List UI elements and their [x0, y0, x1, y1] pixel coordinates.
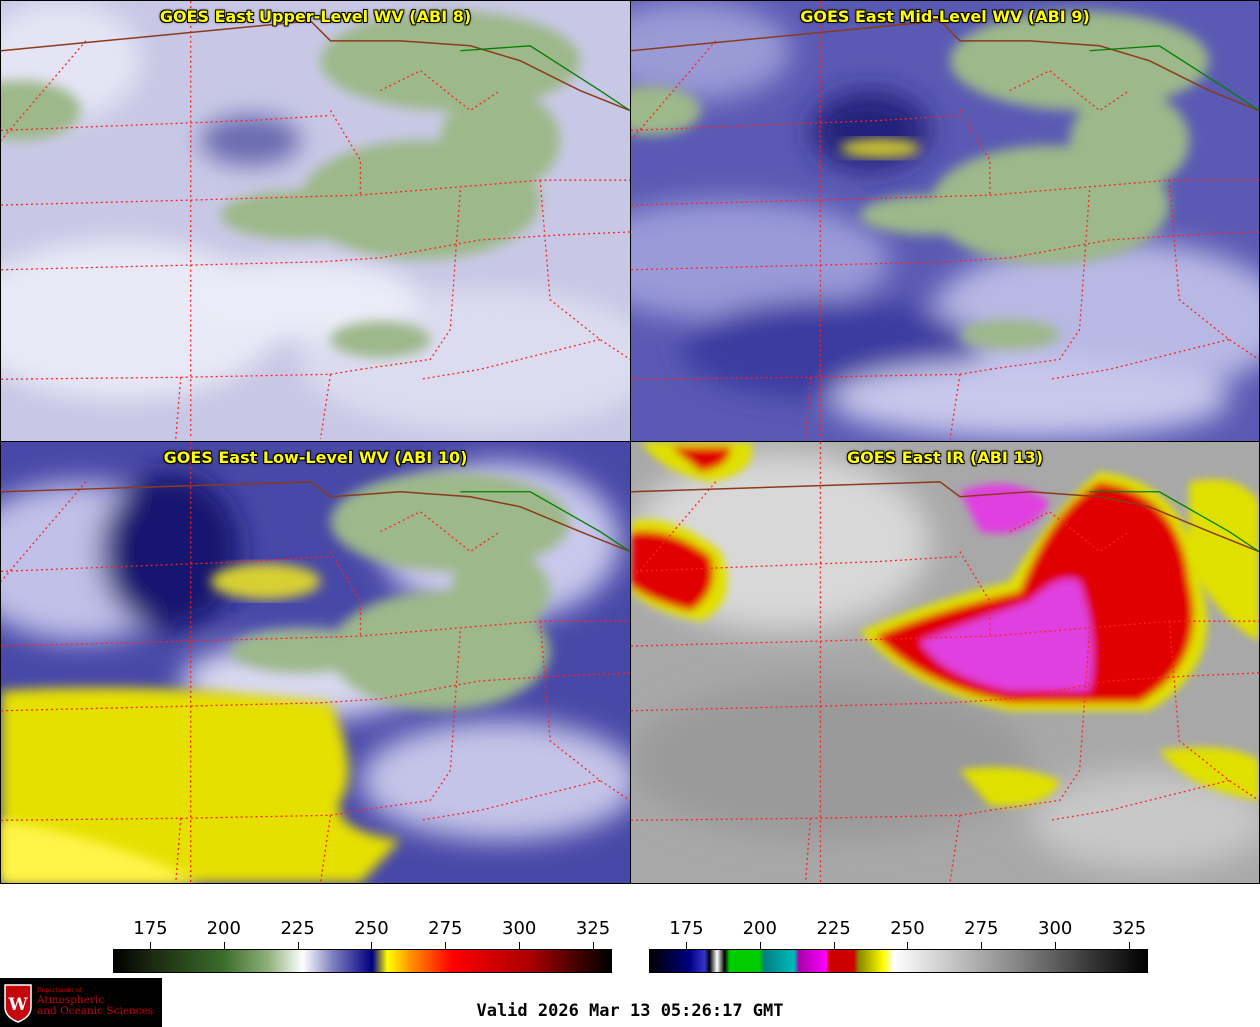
mid-level-wv-panel: GOES East Mid-Level WV (ABI 9)	[630, 0, 1260, 442]
ir-tick-label: 175	[669, 918, 704, 939]
ir-tick-label: 225	[816, 918, 851, 939]
wv-tick-label: 200	[206, 918, 241, 939]
upper-level-wv-image	[1, 1, 630, 441]
wv-tick-mark	[371, 942, 373, 949]
low-level-wv-image	[1, 442, 630, 883]
wv-tick-label: 250	[354, 918, 389, 939]
upper-level-wv-title: GOES East Upper-Level WV (ABI 8)	[159, 7, 472, 26]
mid-level-wv-title: GOES East Mid-Level WV (ABI 9)	[800, 7, 1090, 26]
ir-colorbar-ticks: 175 200 225 250 275 300 325	[649, 918, 1148, 950]
ir-tick-mark	[759, 942, 761, 949]
wv-tick-mark	[593, 942, 595, 949]
ir-tick-mark	[1129, 942, 1131, 949]
ir-tick-mark	[686, 942, 688, 949]
ir-tick-label: 200	[742, 918, 777, 939]
low-level-wv-title: GOES East Low-Level WV (ABI 10)	[163, 448, 468, 467]
wv-tick-mark	[223, 942, 225, 949]
wv-tick-mark	[445, 942, 447, 949]
wv-tick-label: 300	[501, 918, 537, 939]
ir-tick-label: 275	[964, 918, 999, 939]
ir-panel: GOES East IR (ABI 13)	[630, 441, 1260, 884]
low-level-wv-panel: GOES East Low-Level WV (ABI 10)	[0, 441, 631, 884]
wv-tick-label: 225	[280, 918, 315, 939]
ir-colorbar	[649, 949, 1148, 973]
wv-colorbar	[113, 949, 612, 973]
ir-tick-label: 250	[890, 918, 925, 939]
upper-level-wv-panel: GOES East Upper-Level WV (ABI 8)	[0, 0, 631, 442]
wv-colorbar-ticks: 175 200 225 250 275 300 325	[113, 918, 612, 950]
dept-line1: Department of	[37, 987, 82, 995]
wv-tick-mark	[297, 942, 299, 949]
wv-tick-label: 175	[133, 918, 168, 939]
wv-tick-label: 275	[428, 918, 463, 939]
uw-crest-icon: W	[4, 983, 32, 1023]
ir-image	[631, 442, 1259, 883]
wv-tick-mark	[519, 942, 521, 949]
ir-tick-label: 325	[1111, 918, 1147, 939]
ir-tick-mark	[1055, 942, 1057, 949]
dept-line3: and Oceanic Sciences	[37, 1004, 154, 1017]
dept-line2: Atmospheric	[37, 993, 105, 1006]
ir-tick-label: 300	[1037, 918, 1073, 939]
wv-tick-mark	[150, 942, 152, 949]
mid-level-wv-image	[631, 1, 1259, 441]
ir-tick-mark	[833, 942, 835, 949]
ir-tick-mark	[981, 942, 983, 949]
wv-tick-label: 325	[575, 918, 611, 939]
svg-text:W: W	[7, 995, 28, 1015]
aos-logo: W Department of Atmospheric and Oceanic …	[0, 978, 162, 1027]
valid-time: Valid 2026 Mar 13 05:26:17 GMT	[476, 1001, 784, 1021]
ir-title: GOES East IR (ABI 13)	[846, 448, 1044, 467]
ir-tick-mark	[907, 942, 909, 949]
aos-department-name: Department of Atmospheric and Oceanic Sc…	[37, 987, 154, 1017]
